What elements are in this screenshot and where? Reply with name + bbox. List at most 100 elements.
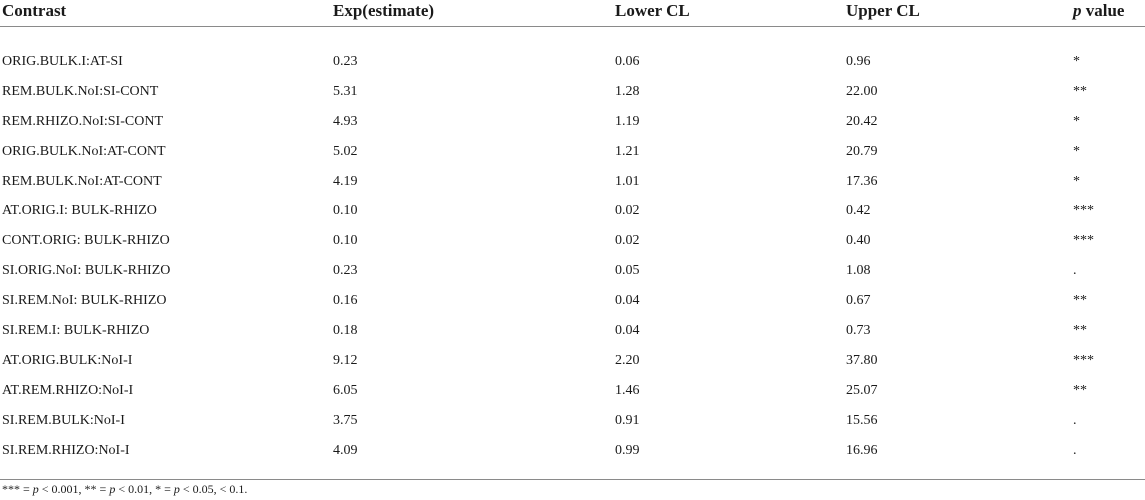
results-table-container: Contrast Exp(estimate) Lower CL Upper CL… [0,0,1145,481]
table-row: CONT.ORIG: BULK-RHIZO 0.10 0.02 0.40 *** [0,226,1145,256]
cell-lower-cl: 2.20 [615,352,640,368]
cell-p-value: . [1073,263,1077,279]
cell-estimate: 0.10 [333,203,358,219]
header-p-value: p value [1071,0,1145,27]
cell-contrast: SI.REM.I: BULK-RHIZO [2,322,150,338]
cell-lower-cl: 0.02 [615,233,640,249]
cell-contrast: SI.REM.NoI: BULK-RHIZO [2,293,167,309]
table-row: AT.ORIG.BULK:NoI-I 9.12 2.20 37.80 *** [0,346,1145,376]
cell-p-value: *** [1073,352,1094,368]
table-row: SI.REM.I: BULK-RHIZO 0.18 0.04 0.73 ** [0,316,1145,346]
cell-upper-cl: 0.73 [846,322,871,338]
cell-upper-cl: 16.96 [846,442,878,458]
cell-contrast: SI.REM.BULK:NoI-I [2,412,125,428]
cell-lower-cl: 1.21 [615,143,640,159]
cell-contrast: CONT.ORIG: BULK-RHIZO [2,233,170,249]
header-contrast: Contrast [0,0,331,27]
cell-lower-cl: 0.02 [615,203,640,219]
cell-upper-cl: 20.79 [846,143,878,159]
footnote-p2: p [109,482,116,496]
cell-upper-cl: 0.40 [846,233,871,249]
cell-p-value: ** [1073,83,1087,99]
cell-p-value: . [1073,442,1077,458]
cell-upper-cl: 22.00 [846,83,878,99]
cell-p-value: * [1073,173,1080,189]
table-row: SI.REM.NoI: BULK-RHIZO 0.16 0.04 0.67 ** [0,286,1145,316]
table-row: AT.REM.RHIZO:NoI-I 6.05 1.46 25.07 ** [0,376,1145,406]
cell-lower-cl: 1.01 [615,173,640,189]
table-row: ORIG.BULK.I:AT-SI 0.23 0.06 0.96 * [0,47,1145,77]
cell-upper-cl: 0.96 [846,53,871,69]
cell-estimate: 0.23 [333,53,358,69]
cell-estimate: 9.12 [333,352,358,368]
cell-p-value: * [1073,113,1080,129]
table-row: SI.ORIG.NoI: BULK-RHIZO 0.23 0.05 1.08. [0,256,1145,286]
cell-estimate: 6.05 [333,382,358,398]
contrast-table: Contrast Exp(estimate) Lower CL Upper CL… [0,0,1145,481]
cell-contrast: AT.REM.RHIZO:NoI-I [2,382,134,398]
cell-lower-cl: 0.91 [615,412,640,428]
cell-lower-cl: 1.46 [615,382,640,398]
cell-lower-cl: 1.28 [615,83,640,99]
cell-estimate: 0.23 [333,263,358,279]
spacer-row [0,27,1145,48]
cell-lower-cl: 0.06 [615,53,640,69]
cell-lower-cl: 1.19 [615,113,640,129]
table-row: ORIG.BULK.NoI:AT-CONT 5.02 1.21 20.79 * [0,137,1145,167]
cell-upper-cl: 1.08 [846,263,871,279]
cell-upper-cl: 15.56 [846,412,878,428]
header-estimate: Exp(estimate) [331,0,613,27]
cell-upper-cl: 37.80 [846,352,878,368]
footnote-p3: p [173,482,180,496]
cell-estimate: 0.16 [333,293,358,309]
cell-contrast: ORIG.BULK.NoI:AT-CONT [2,143,166,159]
cell-p-value: ** [1073,293,1087,309]
table-footnote: *** = p < 0.001, ** = p < 0.01, * = p < … [2,482,247,497]
cell-p-value: ** [1073,322,1087,338]
cell-contrast: ORIG.BULK.I:AT-SI [2,53,123,69]
table-row: SI.REM.RHIZO:NoI-I 4.09 0.99 16.96. [0,436,1145,466]
cell-p-value: *** [1073,203,1094,219]
cell-contrast: REM.BULK.NoI:SI-CONT [2,83,159,99]
footnote-part4: < 0.05, < 0.1. [179,482,248,496]
table-row: REM.BULK.NoI:AT-CONT 4.19 1.01 17.36 * [0,167,1145,197]
cell-p-value: * [1073,53,1080,69]
cell-estimate: 5.02 [333,143,358,159]
cell-lower-cl: 0.99 [615,442,640,458]
cell-lower-cl: 0.04 [615,322,640,338]
cell-estimate: 5.31 [333,83,358,99]
cell-estimate: 3.75 [333,412,358,428]
header-lower-cl: Lower CL [613,0,844,27]
footnote-part1: *** = [2,482,33,496]
header-p-rest: value [1081,1,1125,20]
cell-upper-cl: 25.07 [846,382,878,398]
cell-estimate: 4.93 [333,113,358,129]
table-row: REM.BULK.NoI:SI-CONT 5.31 1.28 22.00 ** [0,77,1145,107]
cell-estimate: 0.10 [333,233,358,249]
cell-upper-cl: 20.42 [846,113,878,129]
footnote-part3: < 0.01, * = [115,482,174,496]
cell-upper-cl: 0.42 [846,203,871,219]
cell-contrast: AT.ORIG.BULK:NoI-I [2,352,133,368]
cell-p-value: *** [1073,233,1094,249]
table-row: REM.RHIZO.NoI:SI-CONT 4.93 1.19 20.42 * [0,107,1145,137]
cell-upper-cl: 17.36 [846,173,878,189]
cell-contrast: AT.ORIG.I: BULK-RHIZO [2,203,157,219]
header-p-italic: p [1073,1,1082,20]
header-upper-cl: Upper CL [844,0,1071,27]
footnote-p1: p [32,482,39,496]
footnote-part2: < 0.001, ** = [38,482,110,496]
table-body: ORIG.BULK.I:AT-SI 0.23 0.06 0.96 * REM.BULK.N… [0,27,1145,481]
table-row: AT.ORIG.I: BULK-RHIZO 0.10 0.02 0.42 *** [0,196,1145,226]
cell-estimate: 0.18 [333,322,358,338]
cell-lower-cl: 0.04 [615,293,640,309]
table-row: SI.REM.BULK:NoI-I 3.75 0.91 15.56. [0,406,1145,436]
cell-lower-cl: 0.05 [615,263,640,279]
cell-estimate: 4.19 [333,173,358,189]
cell-p-value: * [1073,143,1080,159]
header-row: Contrast Exp(estimate) Lower CL Upper CL… [0,0,1145,27]
cell-upper-cl: 0.67 [846,293,871,309]
cell-estimate: 4.09 [333,442,358,458]
cell-contrast: SI.REM.RHIZO:NoI-I [2,442,130,458]
table-bottom-rule [0,465,1145,481]
